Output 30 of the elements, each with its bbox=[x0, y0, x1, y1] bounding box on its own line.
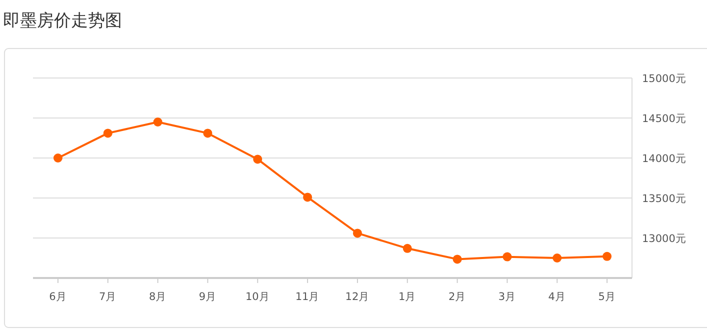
x-tick-label: 3月 bbox=[498, 291, 516, 303]
point bbox=[303, 192, 312, 202]
x-tick-label: 5月 bbox=[598, 291, 616, 303]
point bbox=[502, 252, 512, 262]
y-tick-label: 15000元 bbox=[642, 73, 686, 85]
point bbox=[352, 228, 362, 238]
y-tick-label: 13500元 bbox=[642, 193, 686, 205]
point bbox=[53, 154, 62, 162]
x-tick-label: 12月 bbox=[345, 291, 370, 303]
x-tick-label: 8月 bbox=[148, 291, 167, 303]
point bbox=[452, 254, 462, 264]
point bbox=[602, 252, 612, 261]
point bbox=[253, 154, 262, 164]
x-tick-label: 7月 bbox=[99, 291, 117, 303]
y-tick-label: 13000元 bbox=[642, 233, 686, 245]
point bbox=[552, 254, 562, 262]
x-tick-label: 6月 bbox=[49, 291, 67, 303]
y-tick-label: 14500元 bbox=[642, 113, 686, 125]
point bbox=[402, 244, 412, 253]
x-tick-label: 4月 bbox=[548, 291, 566, 303]
x-tick-label: 9月 bbox=[198, 291, 217, 303]
x-tick-label: 2月 bbox=[448, 291, 466, 303]
chart-title: 即墨房价走势图 bbox=[3, 11, 122, 31]
point bbox=[153, 118, 162, 126]
x-tick-label: 11月 bbox=[295, 291, 320, 303]
x-tick-label: 10月 bbox=[245, 291, 270, 303]
point bbox=[103, 128, 112, 138]
y-tick-label: 14000元 bbox=[642, 153, 686, 165]
point bbox=[203, 128, 212, 138]
x-tick-label: 1月 bbox=[398, 291, 416, 303]
